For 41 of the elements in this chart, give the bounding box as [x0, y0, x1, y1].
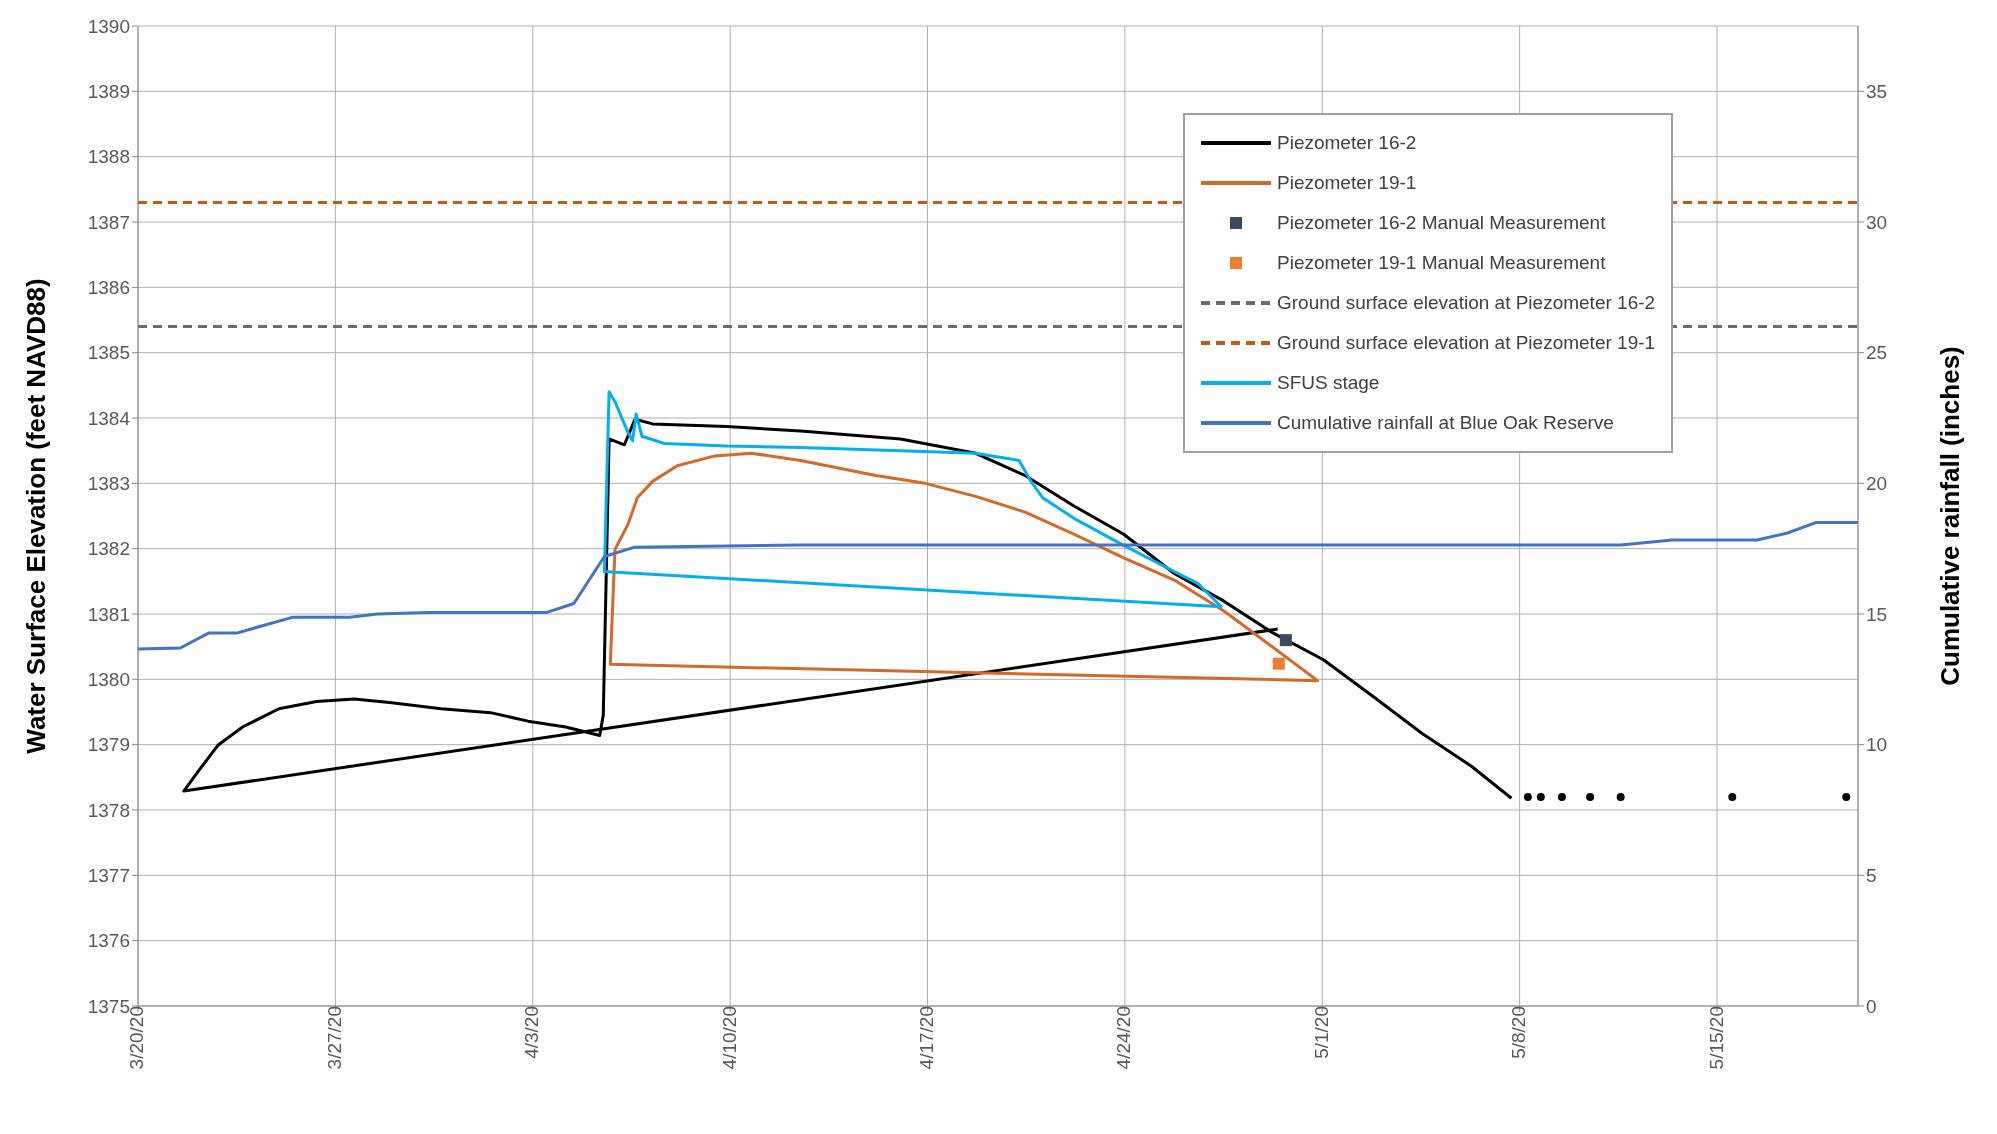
y2-tick-label: 10	[1866, 734, 1888, 756]
y2-tick-label: 35	[1866, 81, 1888, 103]
y-tick-label: 1390	[87, 15, 130, 37]
y-tick-label: 1389	[87, 81, 130, 103]
y-tick-label: 1376	[87, 930, 130, 952]
y-tick-label: 1380	[87, 669, 130, 691]
y-axis-title: Water Surface Elevation (feet NAVD88)	[21, 278, 52, 754]
x-tick-label: 4/17/20	[916, 1006, 937, 1070]
y2-tick-label: 5	[1866, 865, 1877, 887]
x-tick-label: 5/1/20	[1310, 1006, 1332, 1059]
legend-label: SFUS stage	[1277, 372, 1380, 394]
legend-label: Piezometer 16-2 Manual Measurement	[1277, 212, 1606, 234]
legend-label: Piezometer 19-1 Manual Measurement	[1277, 252, 1606, 274]
y2-tick-label: 20	[1866, 473, 1888, 495]
y-tick-label: 1381	[87, 603, 130, 625]
legend-label: Piezometer 19-1	[1277, 172, 1417, 194]
y2-tick-label: 15	[1866, 603, 1888, 625]
y-tick-label: 1387	[87, 211, 130, 233]
y2-axis-title: Cumulative rainfall (inches)	[1935, 346, 1966, 686]
y2-tick-label: 25	[1866, 342, 1888, 364]
y-tick-label: 1382	[87, 538, 130, 560]
legend-label: Piezometer 16-2	[1277, 132, 1417, 154]
x-tick-label: 4/3/20	[521, 1006, 543, 1059]
x-tick-label: 3/27/20	[323, 1006, 345, 1070]
y-tick-label: 1386	[87, 277, 130, 299]
y-tick-label: 1379	[87, 734, 130, 756]
x-tick-label: 4/10/20	[718, 1006, 740, 1070]
y-tick-label: 1388	[87, 146, 130, 168]
y-tick-label: 1383	[87, 473, 130, 495]
y-tick-label: 1377	[87, 865, 130, 887]
y-tick-label: 1384	[87, 407, 131, 429]
x-tick-label: 4/24/20	[1113, 1006, 1135, 1070]
y2-tick-label: 30	[1866, 211, 1888, 233]
x-tick-label: 5/8/20	[1508, 1006, 1530, 1059]
x-tick-label: 5/15/20	[1705, 1006, 1727, 1070]
legend-label: Cumulative rainfall at Blue Oak Reserve	[1277, 412, 1614, 434]
y-tick-label: 1385	[87, 342, 130, 364]
y2-tick-label: 0	[1866, 995, 1877, 1017]
legend-label: Ground surface elevation at Piezometer 19-1	[1277, 332, 1656, 354]
legend-label: Ground surface elevation at Piezometer 16-2	[1277, 292, 1656, 314]
y-tick-label: 1378	[87, 799, 130, 821]
